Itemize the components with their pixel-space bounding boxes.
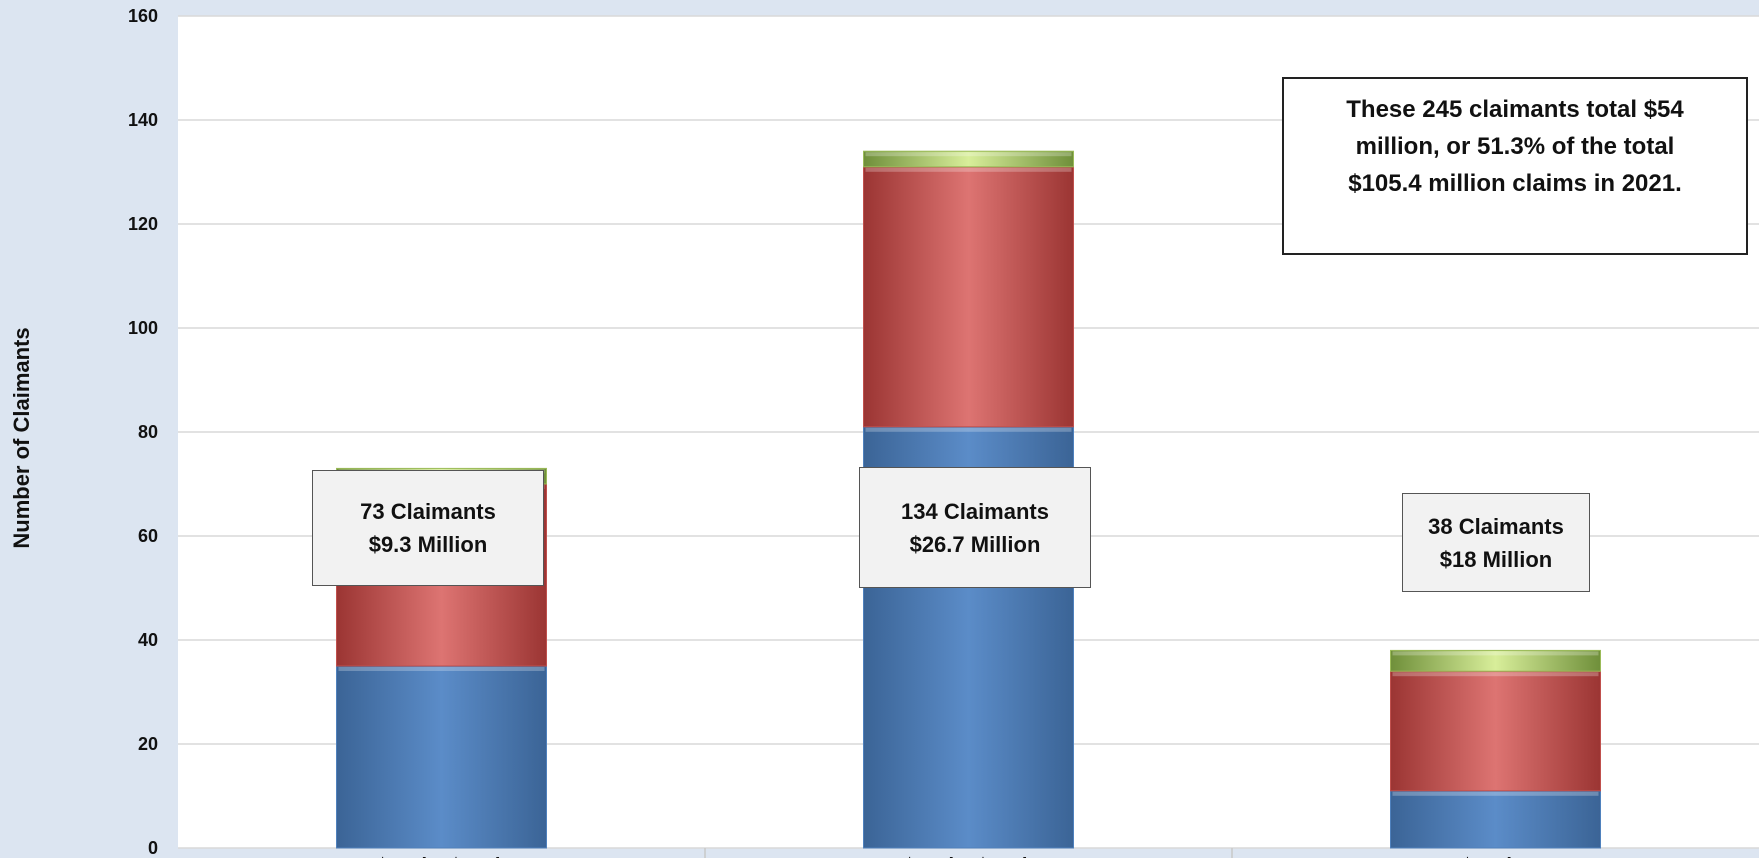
bar-2-segment-2-highlight [865,167,1072,172]
bar-3-segment-1 [1390,790,1601,849]
bar-annotation-1-amount: $9.3 Million [368,532,488,557]
bar-3-segment-2 [1390,670,1601,792]
bar-annotation-2-amount: $26.7 Million [909,531,1041,557]
bar-2-segment-2 [863,166,1074,428]
bar-3-segment-3 [1390,649,1601,672]
summary-callout: These 245 claimants total $54 million, o… [1282,77,1748,255]
y-tick-label-100: 100 [128,318,158,338]
y-tick-label-120: 120 [128,214,158,234]
bar-3-segment-2-highlight [1392,672,1599,677]
bar-annotation-2: 134 Claimants $26.7 Million [859,467,1091,588]
y-tick-label-40: 40 [138,630,158,650]
bar-annotation-3: 38 Claimants $18 Million [1402,493,1590,592]
bar-1-segment-1 [336,665,547,849]
summary-line-2: million, or 51.3% of the total [1355,133,1675,160]
y-tick-label-60: 60 [138,526,158,546]
bar-annotation-2-count: 134 Claimants [901,498,1049,524]
y-tick-label-140: 140 [128,110,158,130]
summary-line-3: $105.4 million claims in 2021. [1348,170,1682,197]
y-axis-title: Number of Claimants [9,327,34,549]
bar-2-segment-3-highlight [865,152,1072,157]
bar-2-segment-3 [863,150,1074,168]
bar-3-segment-1-highlight [1392,791,1599,796]
x-tick-label-1: $100k - $150k [377,855,507,858]
summary-line-1: These 245 claimants total $54 [1346,96,1684,123]
x-tick-label-3: $200k+ [1462,855,1529,858]
y-tick-label-20: 20 [138,734,158,754]
bar-annotation-1-count: 73 Claimants [360,499,496,524]
bar-2-segment-1-highlight [865,427,1072,432]
bar-1-segment-1-highlight [338,667,545,671]
bar-annotation-3-count: 38 Claimants [1428,513,1564,539]
x-tick-label-2: $150k - $200k [904,855,1034,858]
y-tick-label-80: 80 [138,422,158,442]
bar-annotation-1: 73 Claimants $9.3 Million [312,470,544,586]
y-tick-label-0: 0 [148,838,158,858]
bar-3-segment-3-highlight [1392,651,1599,656]
y-tick-label-160: 160 [128,6,158,26]
bar-annotation-3-amount: $18 Million [1439,546,1553,572]
